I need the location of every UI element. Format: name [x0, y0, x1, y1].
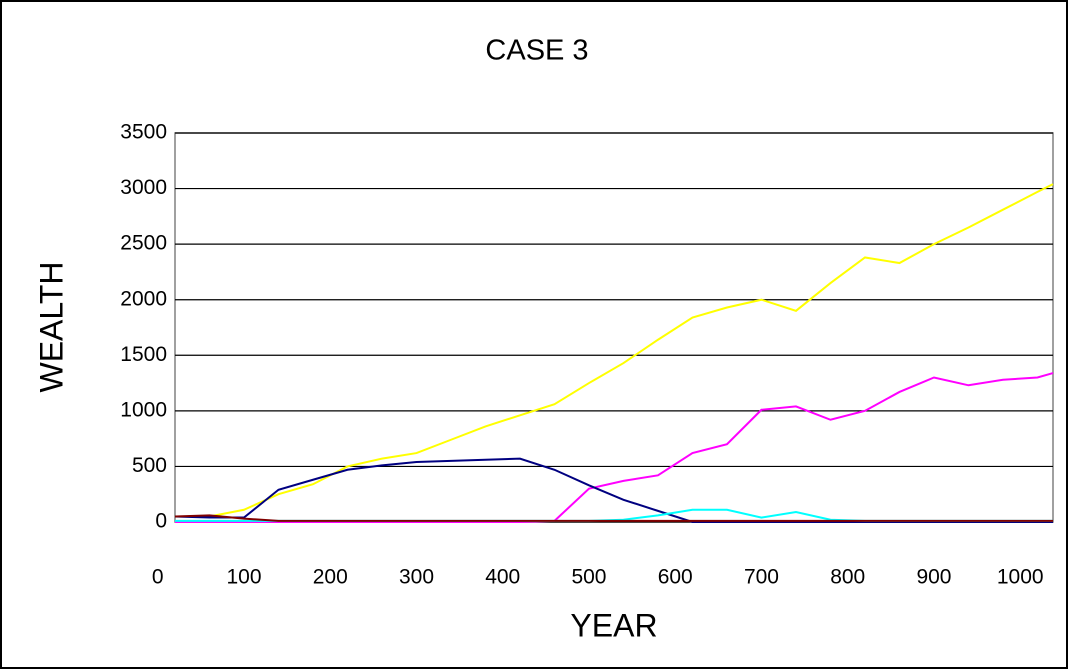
series-line	[175, 372, 1054, 523]
x-tick-label: 1000	[997, 566, 1044, 589]
x-axis-label: YEAR	[570, 607, 657, 643]
x-tick-label: 100	[226, 566, 261, 589]
x-tick-label: 800	[830, 566, 865, 589]
y-tick-label: 1000	[120, 398, 167, 421]
y-tick-label: 0	[155, 510, 167, 533]
series-line	[175, 183, 1054, 518]
series-line	[174, 457, 1053, 523]
x-tick-label: 900	[916, 566, 951, 589]
plot-area	[174, 132, 1054, 523]
chart-title: CASE 3	[485, 35, 588, 67]
y-tick-label: 500	[132, 454, 167, 477]
x-tick-label: 0	[152, 566, 164, 589]
x-tick-label: 500	[571, 566, 606, 589]
y-tick-label: 2000	[120, 287, 167, 310]
series-line	[174, 514, 1053, 522]
y-axis-label: WEALTH	[33, 262, 69, 393]
y-tick-label: 1500	[120, 343, 167, 366]
x-tick-label: 300	[399, 566, 434, 589]
y-tick-label: 2500	[120, 232, 167, 255]
y-tick-label: 3500	[120, 121, 167, 144]
y-tick-label: 3000	[120, 176, 167, 199]
x-tick-label: 600	[658, 566, 693, 589]
x-tick-label: 700	[744, 566, 779, 589]
x-tick-label: 200	[313, 566, 348, 589]
x-tick-label: 400	[485, 566, 520, 589]
